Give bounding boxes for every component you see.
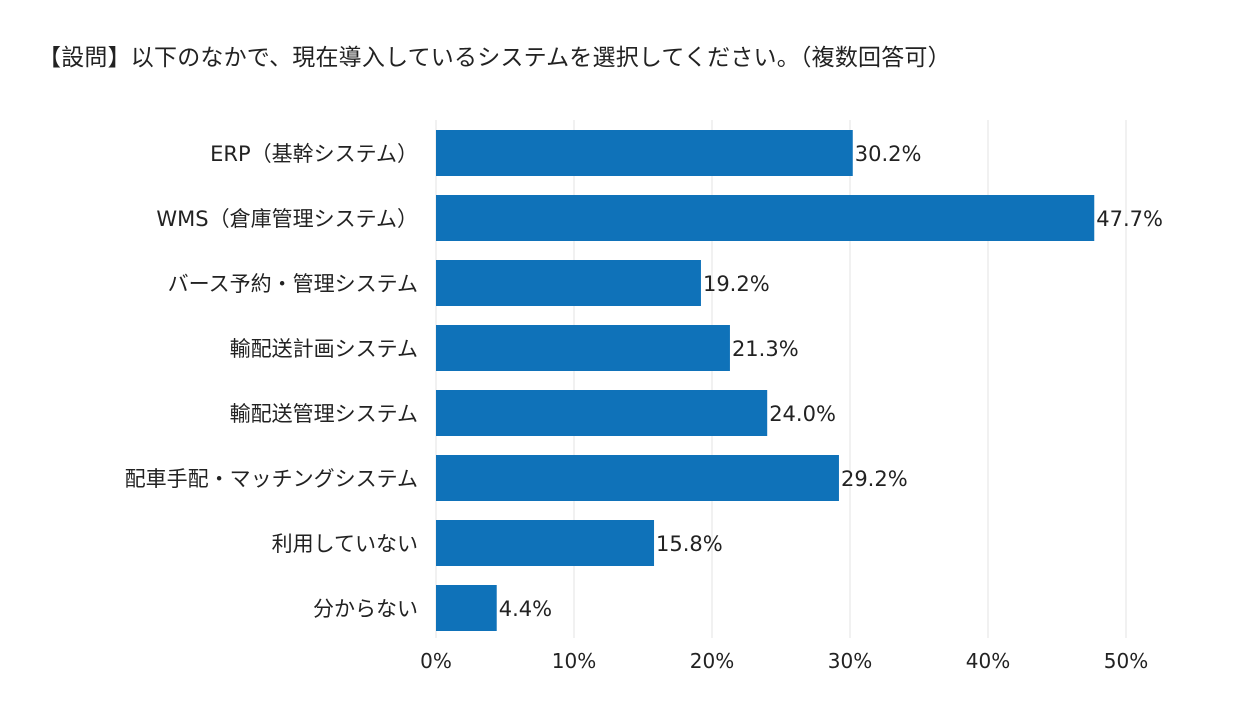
x-tick-label: 50% — [1104, 649, 1148, 673]
x-tick-label: 30% — [828, 649, 872, 673]
category-label: 輸配送計画システム — [230, 337, 418, 361]
value-labels: 30.2% 47.7% 19.2% 21.3% 24.0% 29.2% 15.8% 4.4% — [499, 142, 1163, 621]
x-tick-label: 10% — [552, 649, 596, 673]
category-labels: ERP（基幹システム） WMS（倉庫管理システム） バース予約・管理システム輸配送計… — [125, 142, 418, 621]
value-label: 19.2% — [703, 272, 770, 296]
bar — [436, 390, 768, 436]
bars — [436, 130, 1095, 631]
bar — [436, 520, 655, 566]
bar — [436, 130, 853, 176]
bar — [436, 585, 497, 631]
x-tick-label: 20% — [690, 649, 734, 673]
value-label: 15.8% — [656, 532, 723, 556]
category-label: 利用していない — [272, 532, 418, 556]
value-label: 4.4% — [499, 597, 552, 621]
bar — [436, 325, 730, 371]
category-label: ERP（基幹システム） — [210, 142, 418, 166]
x-tick-label: 40% — [966, 649, 1010, 673]
category-label: WMS（倉庫管理システム） — [156, 207, 418, 231]
category-label: 配車手配・マッチングシステム — [125, 467, 418, 491]
x-tick-label: 0% — [420, 649, 452, 673]
value-label: 47.7% — [1096, 207, 1163, 231]
x-axis-ticks: 0% 10% 20% 30% 40% 50% — [420, 649, 1148, 673]
bar — [436, 195, 1095, 241]
value-label: 30.2% — [855, 142, 922, 166]
bar — [436, 260, 701, 306]
category-label: 輸配送管理システム — [230, 402, 418, 426]
value-label: 29.2% — [841, 467, 908, 491]
bar — [436, 455, 839, 501]
category-label: バース予約・管理システム — [168, 272, 418, 296]
chart-title: 【設問】以下のなかで、現在導入しているシステムを選択してください。（複数回答可） — [38, 45, 951, 71]
category-label: 分からない — [313, 597, 418, 621]
value-label: 24.0% — [769, 402, 836, 426]
value-label: 21.3% — [732, 337, 799, 361]
